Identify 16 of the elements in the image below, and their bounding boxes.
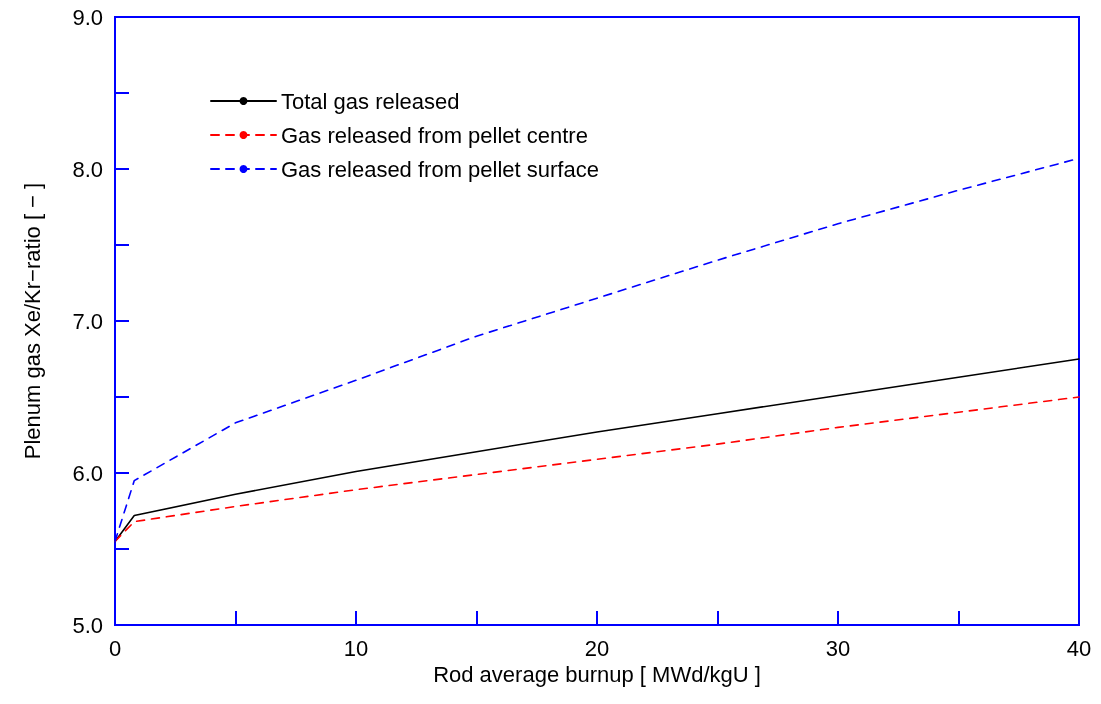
x-tick-label: 20 [584,635,610,661]
legend-label: Gas released from pellet centre [281,122,588,148]
y-tick-label: 5.0 [72,612,103,638]
x-axis-title: Rod average burnup [ MWd/kgU ] [433,662,761,688]
x-tick-label: 40 [1066,635,1092,661]
y-tick-label: 7.0 [72,308,103,334]
line-series [114,396,1080,543]
legend-label: Gas released from pellet surface [281,156,599,182]
legend-label: Total gas released [281,88,460,114]
x-tick-label: 30 [825,635,851,661]
y-tick-label: 8.0 [72,156,103,182]
y-axis-title: Plenum gas Xe/Kr−ratio [ − ] [19,182,45,460]
x-tick-label: 10 [343,635,369,661]
y-tick-label: 9.0 [72,4,103,30]
y-tick-label: 6.0 [72,460,103,486]
x-tick-label: 0 [108,635,122,661]
